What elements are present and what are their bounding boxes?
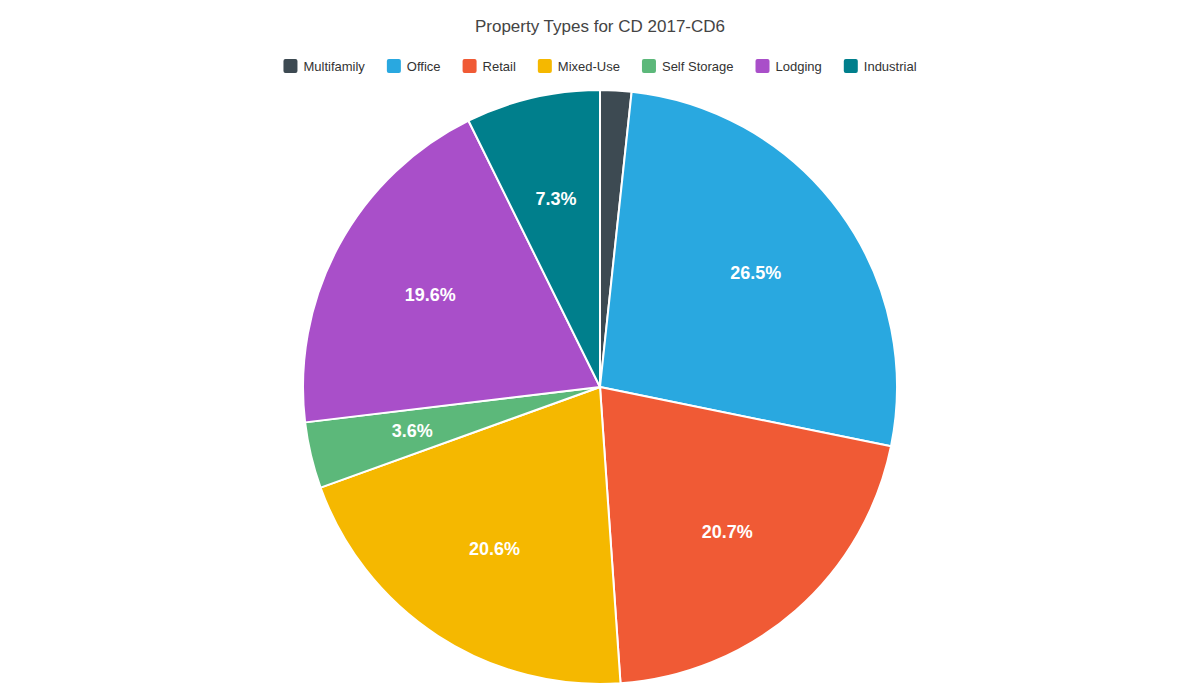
slices [303, 90, 897, 684]
data-label: 3.6% [392, 421, 433, 441]
legend-label: Industrial [864, 59, 917, 74]
legend-label: Lodging [776, 59, 822, 74]
data-label: 20.7% [702, 522, 753, 542]
data-label: 20.6% [469, 539, 520, 559]
legend-swatch [387, 59, 401, 73]
slice [600, 387, 891, 683]
legend-label: Multifamily [303, 59, 365, 74]
legend: Multifamily Office Retail Mixed-Use Self Sto… [283, 59, 916, 74]
data-labels: 26.5% 20.7% 20.6% 3.6% 19.6% 7.3% [392, 189, 782, 559]
legend-label: Self Storage [662, 59, 734, 74]
legend-item: Self Storage [642, 59, 734, 74]
legend-swatch [844, 59, 858, 73]
legend-label: Office [407, 59, 441, 74]
legend-item: Industrial [844, 59, 917, 74]
chart: Property Types for CD 2017-CD6 Multifamil… [0, 0, 1200, 700]
title: Property Types for CD 2017-CD6 [475, 17, 725, 36]
legend-item: Mixed-Use [538, 59, 620, 74]
legend-swatch [538, 59, 552, 73]
legend-swatch [756, 59, 770, 73]
legend-label: Mixed-Use [558, 59, 620, 74]
data-label: 26.5% [730, 263, 781, 283]
slice [469, 90, 600, 387]
legend-item: Multifamily [283, 59, 365, 74]
legend-swatch [463, 59, 477, 73]
legend-item: Retail [463, 59, 516, 74]
data-label: 19.6% [405, 285, 456, 305]
legend-item: Office [387, 59, 441, 74]
legend-label: Retail [483, 59, 516, 74]
slice [600, 92, 897, 447]
legend-item: Lodging [756, 59, 822, 74]
legend-swatch [283, 59, 297, 73]
data-label: 7.3% [536, 189, 577, 209]
legend-swatch [642, 59, 656, 73]
